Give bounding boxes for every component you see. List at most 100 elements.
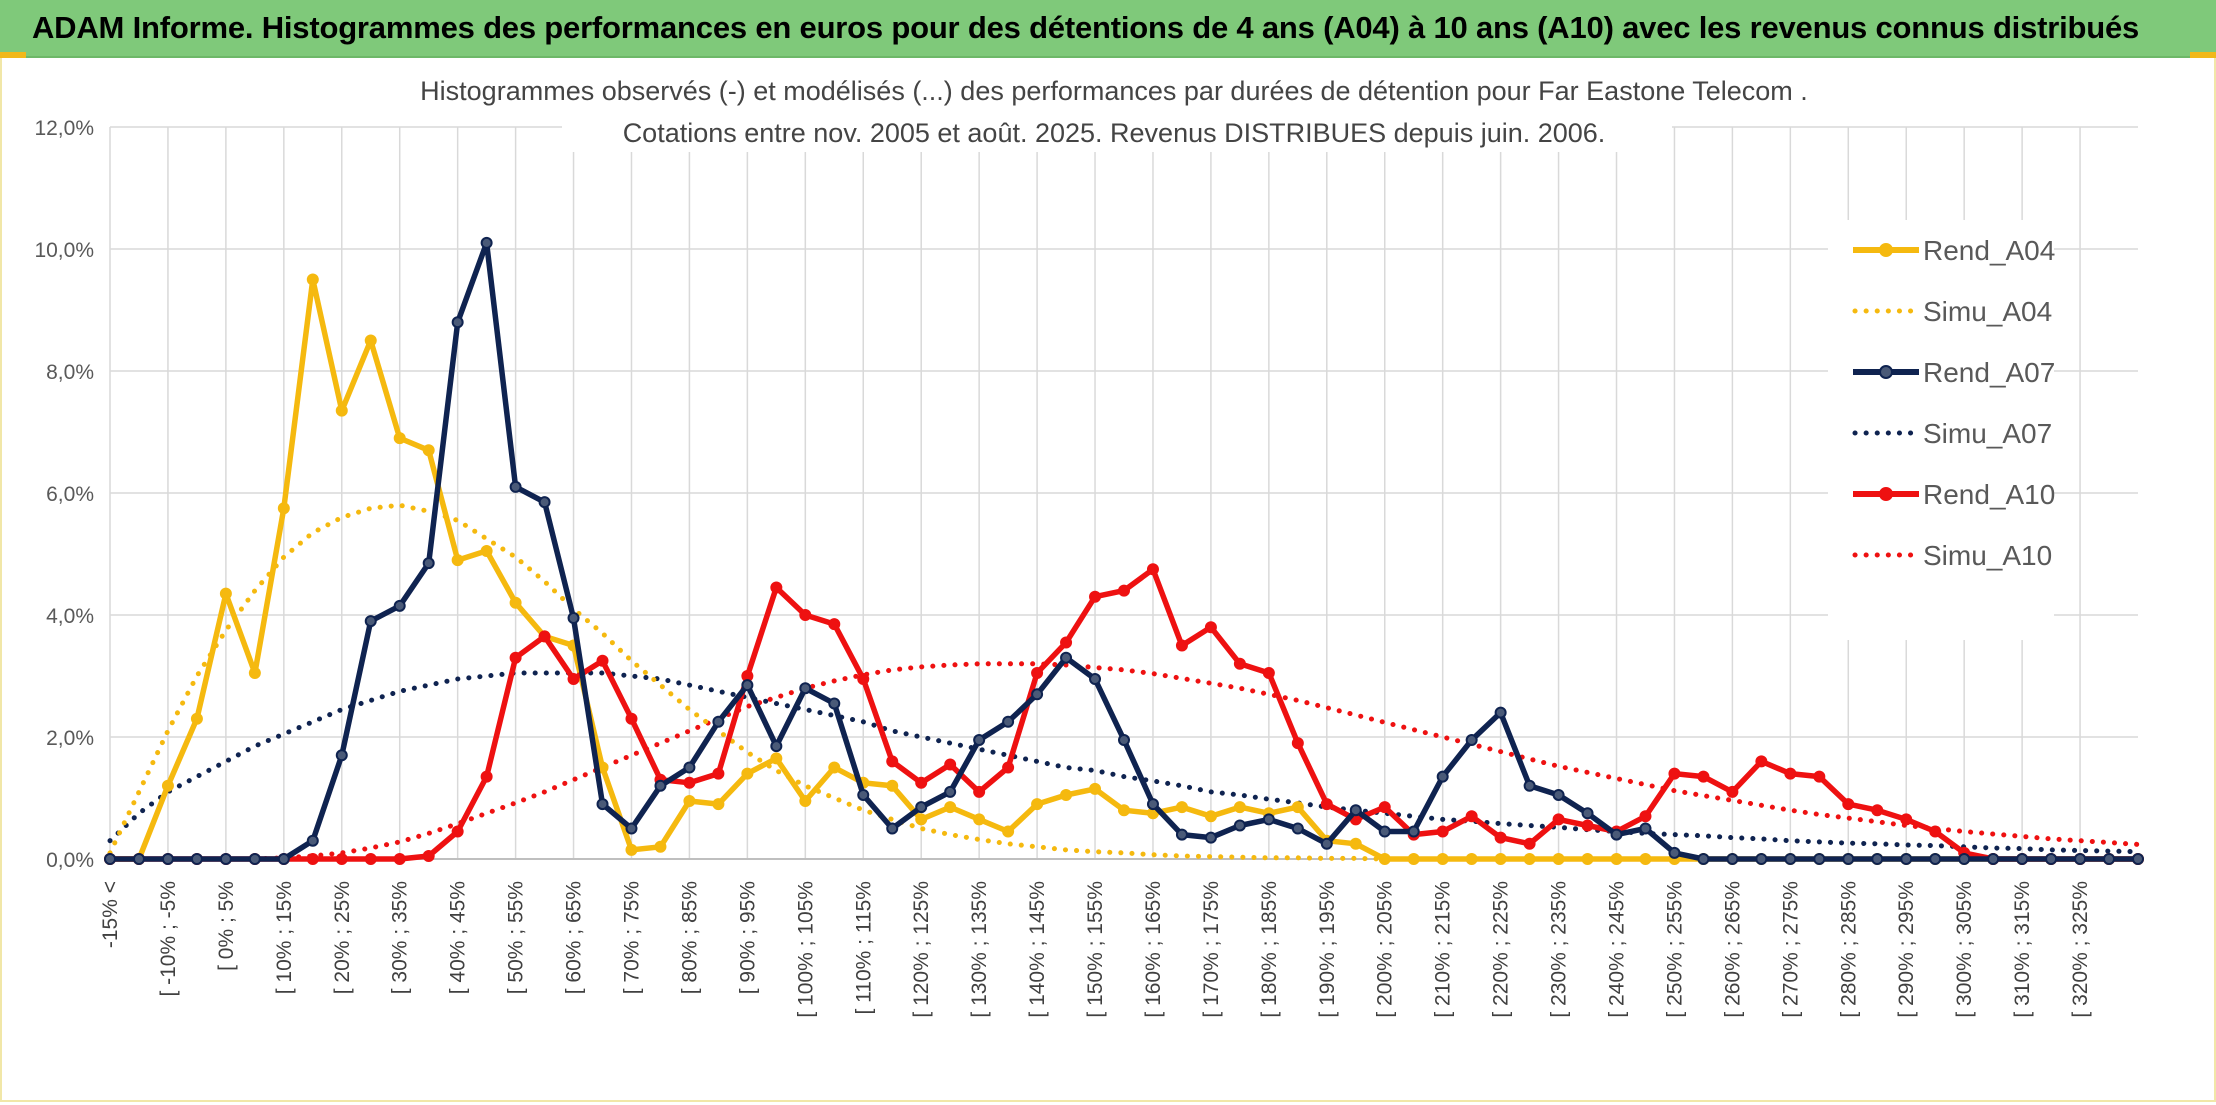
data-point [1813,770,1826,783]
series-simu-a07 [107,670,2141,855]
data-point [1002,761,1015,774]
data-point [770,740,783,753]
data-point [625,712,638,725]
data-point [1494,706,1507,719]
data-point [944,801,957,814]
data-point [683,761,696,774]
data-point [1089,782,1102,795]
data-point [2132,853,2144,865]
x-tick-label: [ 110% ; 115% [852,881,875,1014]
page-title: ADAM Informe. Histogrammes des performan… [32,10,2140,45]
data-point [1552,788,1565,801]
data-point [364,853,377,865]
data-point [1378,853,1391,865]
data-point [857,788,870,801]
data-point [1233,819,1246,832]
data-point [2074,853,2087,865]
data-point [1291,822,1304,835]
data-point [567,673,580,686]
x-tick-label: [ 90% ; 95% [736,881,759,994]
x-tick-label: [ 80% ; 85% [678,881,701,994]
header-bar: ADAM Informe. Histogrammes des performan… [0,0,2216,58]
data-point [335,853,348,865]
data-point [335,404,348,417]
data-point [1436,853,1449,865]
legend-box [1828,220,2054,640]
data-point [1668,767,1681,780]
data-point [1842,853,1855,865]
data-point [1436,825,1449,838]
data-point [132,853,145,865]
data-point [1900,853,1913,865]
data-point [1581,853,1594,865]
data-point [480,544,493,557]
data-point [1146,798,1159,811]
data-point [1871,804,1884,817]
x-tick-label: [ 30% ; 35% [389,881,412,994]
data-point [1755,853,1768,865]
chart-title: Histogrammes observés (-) et modélisés (… [420,76,1808,106]
data-point [393,599,406,612]
y-tick-label: 8,0% [46,361,94,384]
chart-legend: Rend_A04 Simu_A04 Rend_A07 Simu_A07 Rend_A10… [1828,220,2055,640]
data-point [1784,853,1797,865]
chart-series [104,236,2144,865]
x-tick-label: [ 70% ; 75% [620,881,643,994]
x-tick-label: [ 0% ; 5% [215,881,238,971]
data-point [1581,807,1594,820]
data-point [596,798,609,811]
x-tick-label: [ 180% ; 185% [1258,881,1281,1018]
x-tick-label: -15% < [99,881,122,948]
data-point [219,587,232,600]
data-point [799,682,812,695]
x-tick-label: [ 310% ; 315% [2011,881,2034,1018]
data-point [335,749,348,762]
data-point [190,712,203,725]
data-point [1320,798,1333,811]
y-tick-label: 12,0% [34,117,94,140]
data-point [1523,853,1536,865]
data-point [1900,813,1913,826]
data-point [1871,853,1884,865]
y-tick-label: 10,0% [34,239,94,262]
data-point [712,798,725,811]
data-point [1291,801,1304,814]
data-point [1060,651,1073,664]
data-point [886,755,899,768]
data-point [1726,853,1739,865]
data-point [712,767,725,780]
data-point [480,236,493,249]
data-point [1755,755,1768,768]
histogram-chart: 0,0% 2,0% 4,0% 6,0% 8,0% 10,0% 12,0% -15% < [ -… [34,70,2144,1018]
x-tick-label: [ 60% ; 65% [563,881,586,994]
series-line [107,670,2141,855]
data-point [393,432,406,445]
data-point [915,776,928,789]
y-tick-label: 0,0% [46,849,94,872]
data-point [1465,853,1478,865]
data-point [1262,666,1275,679]
data-point [306,853,319,865]
y-tick-label: 2,0% [46,727,94,750]
series-line [107,661,2141,862]
data-point [683,795,696,808]
data-point [509,596,522,609]
data-point [1204,831,1217,844]
data-point [422,849,435,862]
x-tick-label: [ 20% ; 25% [331,881,354,994]
x-tick-label: [ 190% ; 195% [1316,881,1339,1018]
data-point [451,554,464,567]
data-point [1407,853,1420,865]
data-point [1523,779,1536,792]
data-point [1089,590,1102,603]
x-tick-label: [ 10% ; 15% [273,881,296,994]
data-point [1291,737,1304,750]
data-point [248,666,261,679]
data-point [1610,828,1623,841]
chart-titles: Histogrammes observés (-) et modélisés (… [407,70,1827,152]
x-tick-label: [ 320% ; 325% [2069,881,2092,1018]
data-point [1204,810,1217,823]
data-point [422,557,435,570]
data-point [828,761,841,774]
data-point [277,853,290,865]
